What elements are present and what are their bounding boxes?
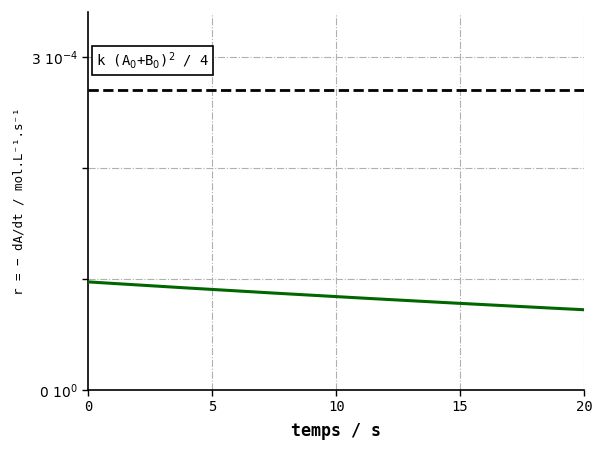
Text: k (A$_0$+B$_0$)$^2$ / 4: k (A$_0$+B$_0$)$^2$ / 4 bbox=[96, 50, 209, 71]
Y-axis label: r = − dA/dt / mol.L⁻¹.s⁻¹: r = − dA/dt / mol.L⁻¹.s⁻¹ bbox=[13, 107, 25, 295]
X-axis label: temps / s: temps / s bbox=[291, 423, 381, 440]
Text: ln(A$_0$/B$_0$)
k(A$_0$+B$_0$): ln(A$_0$/B$_0$) k(A$_0$+B$_0$) bbox=[0, 452, 1, 453]
